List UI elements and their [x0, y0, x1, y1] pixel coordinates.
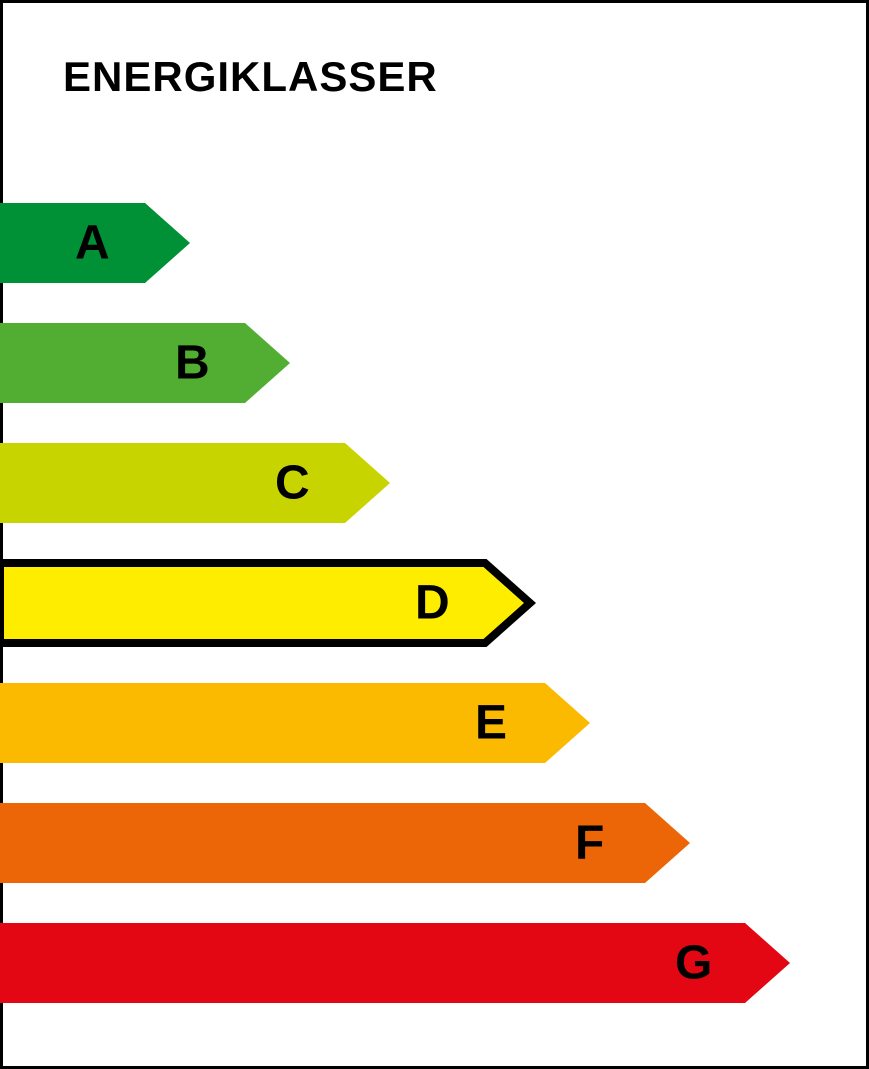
energy-arrow-c — [0, 431, 402, 535]
energy-bar-label-a: A — [75, 216, 110, 271]
energy-bar-g: G — [0, 923, 869, 1003]
energy-bar-f: F — [0, 803, 869, 883]
energy-label-frame: ENERGIKLASSER A B C D E F G — [0, 0, 869, 1069]
energy-arrow-b — [0, 311, 302, 415]
energy-bar-e: E — [0, 683, 869, 763]
energy-bar-label-b: B — [175, 336, 210, 391]
energy-arrow-e — [0, 671, 602, 775]
energy-bar-c: C — [0, 443, 869, 523]
energy-bar-label-f: F — [575, 816, 604, 871]
energy-bar-label-d: D — [415, 576, 450, 631]
energy-bar-label-e: E — [475, 696, 507, 751]
energy-bar-label-g: G — [675, 936, 712, 991]
energy-bar-a: A — [0, 203, 869, 283]
energy-bar-d: D — [0, 563, 869, 643]
energy-bar-b: B — [0, 323, 869, 403]
energy-bars-container: A B C D E F G — [0, 203, 869, 1043]
energy-arrow-d — [0, 551, 542, 655]
energy-bar-label-c: C — [275, 456, 310, 511]
chart-title: ENERGIKLASSER — [63, 53, 438, 101]
